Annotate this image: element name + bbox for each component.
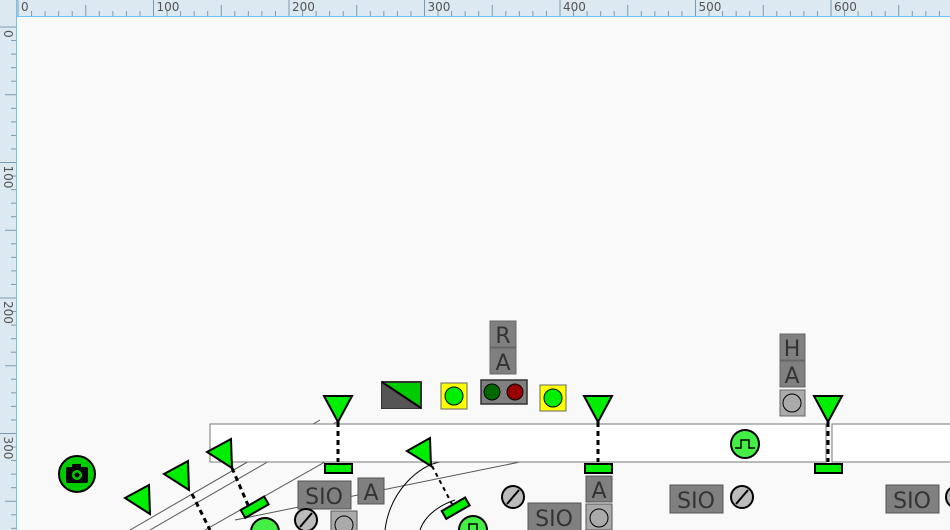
signal-base: [584, 463, 613, 474]
route-indicator-h[interactable]: H: [779, 333, 806, 362]
ruler-label: 200: [1, 301, 15, 324]
route-label: R: [495, 324, 510, 349]
camera-button[interactable]: [58, 455, 96, 493]
route-indicator-a[interactable]: A: [779, 360, 806, 389]
signal-triangle-icon: [322, 395, 354, 425]
sio-label: SIO: [535, 507, 573, 530]
ruler-label: 300: [1, 437, 15, 460]
ruler-label: 200: [292, 0, 315, 14]
lamp-red: [506, 383, 524, 401]
ruler-label: 100: [157, 0, 180, 14]
ruler-label: 500: [699, 0, 722, 14]
slash-circle-icon[interactable]: [730, 485, 754, 509]
slash-circle-icon[interactable]: [501, 485, 525, 509]
route-indicator-a[interactable]: A: [489, 347, 517, 376]
ruler-label: 0: [1, 30, 15, 38]
ruler-label: 300: [428, 0, 451, 14]
route-label: A: [784, 364, 799, 389]
vertical-ruler[interactable]: [0, 0, 17, 530]
sio-label: SIO: [677, 489, 715, 514]
sio-box[interactable]: SIO: [885, 484, 940, 514]
lamp-indicator[interactable]: [330, 510, 358, 530]
two-lamp-signal[interactable]: [480, 379, 528, 405]
signal[interactable]: [582, 395, 614, 474]
a-box[interactable]: A: [585, 475, 613, 504]
signal-base: [440, 496, 471, 521]
sio-label: SIO: [893, 489, 931, 514]
signal[interactable]: [812, 395, 844, 474]
track-segment[interactable]: [209, 423, 827, 463]
yellow-lamp-indicator[interactable]: [539, 384, 567, 412]
plus-circle-icon[interactable]: [458, 515, 488, 530]
diagonal-signal[interactable]: [162, 459, 212, 530]
sio-label: SIO: [305, 485, 343, 510]
yellow-lamp-indicator[interactable]: [440, 382, 468, 410]
a-box[interactable]: A: [357, 477, 385, 506]
slash-circle-icon[interactable]: [945, 486, 950, 508]
signal-triangle-icon: [162, 459, 191, 492]
signal-triangle-icon: [123, 483, 152, 516]
route-indicator-r[interactable]: R: [489, 320, 517, 349]
diagonal-signal[interactable]: [405, 436, 471, 521]
horizontal-ruler[interactable]: [0, 0, 950, 17]
track-circuit-pulse-icon[interactable]: [730, 429, 760, 459]
signal-triangle-icon: [812, 395, 844, 425]
signal-base: [324, 463, 353, 474]
signal-base: [239, 495, 270, 520]
sio-box[interactable]: SIO: [527, 502, 582, 530]
route-label: A: [495, 351, 510, 376]
lamp-indicator[interactable]: [779, 389, 806, 417]
slash-circle-icon[interactable]: [294, 508, 318, 530]
track-segment[interactable]: [831, 423, 950, 463]
sio-box[interactable]: SIO: [297, 480, 352, 510]
signal[interactable]: [322, 395, 354, 474]
signal-triangle-icon: [405, 436, 433, 468]
route-label: H: [784, 337, 801, 362]
signal-triangle-icon: [582, 395, 614, 425]
ruler-label: 600: [834, 0, 857, 14]
diagonal-signal[interactable]: [205, 437, 270, 520]
lamp-green: [483, 383, 501, 401]
signal-base: [814, 463, 843, 474]
a-label: A: [591, 479, 606, 504]
diagonal-signal[interactable]: [123, 483, 152, 516]
ruler-label: 0: [21, 0, 29, 14]
sio-box[interactable]: SIO: [669, 484, 724, 514]
signal-triangle-icon: [205, 437, 234, 470]
plus-circle-icon[interactable]: [250, 517, 280, 530]
ruler-label: 400: [563, 0, 586, 14]
camera-icon: [66, 464, 88, 483]
ruler-label: 100: [1, 166, 15, 189]
lamp-indicator[interactable]: [585, 503, 613, 530]
a-label: A: [363, 481, 378, 506]
block-indicator[interactable]: [381, 381, 422, 409]
ruler-corner: [0, 0, 16, 16]
